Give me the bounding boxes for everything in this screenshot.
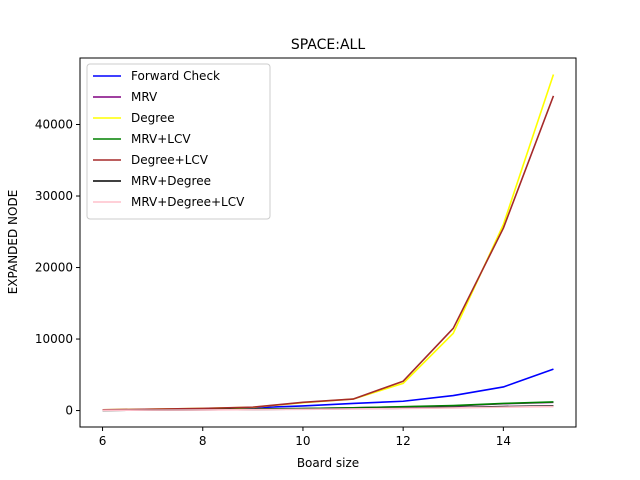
y-tick-label: 0 [65, 404, 73, 418]
plot-frame [79, 57, 577, 428]
chart-title: SPACE:ALL [291, 37, 365, 53]
series-line-mrv-degree-lcv [102, 405, 554, 412]
legend-frame [86, 63, 271, 220]
x-tick-label: 8 [199, 434, 207, 448]
x-tick-label: 10 [295, 434, 310, 448]
legend-label: MRV [131, 90, 158, 104]
legend-label: Degree+LCV [131, 153, 209, 167]
y-tick-label: 40000 [35, 118, 73, 132]
x-tick-label: 12 [396, 434, 411, 448]
x-tick-label: 6 [99, 434, 107, 448]
legend: Forward Check MRV Degree MRV+LCV Degree+LCV M… [86, 63, 271, 220]
legend-label: Forward Check [131, 69, 220, 83]
legend-label: Degree [131, 111, 175, 125]
y-axis-label: EXPANDED NODE [6, 190, 20, 295]
legend-label: MRV+Degree+LCV [131, 195, 245, 209]
y-tick-label: 20000 [35, 261, 73, 275]
legend-label: MRV+Degree [131, 174, 211, 188]
x-tick-label: 14 [496, 434, 511, 448]
plot-area [102, 74, 555, 412]
x-axis-label: Board size [297, 456, 359, 470]
legend-label: MRV+LCV [131, 132, 191, 146]
axis-ticks: 6 8 10 12 14 0 10000 20000 30000 40000 [35, 118, 511, 448]
y-tick-label: 30000 [35, 189, 73, 203]
series-line-degree-lcv [102, 95, 555, 411]
y-tick-label: 10000 [35, 332, 73, 346]
